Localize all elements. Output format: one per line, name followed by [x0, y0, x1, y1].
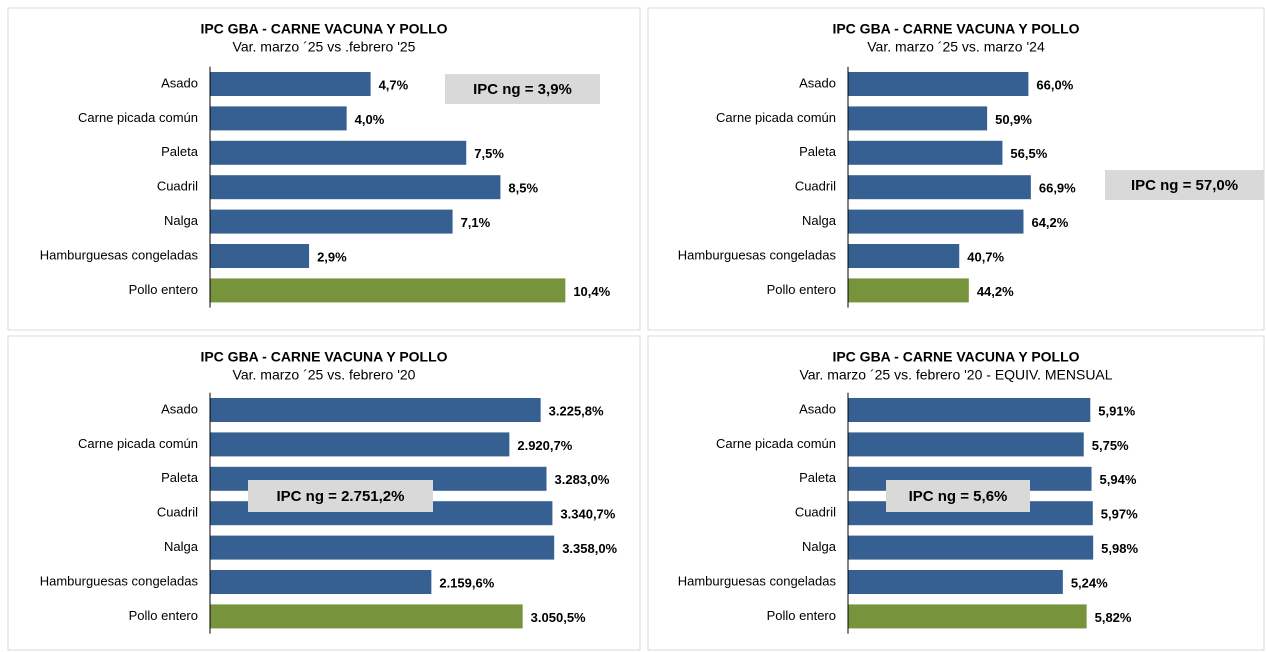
category-label: Carne picada común — [78, 436, 198, 451]
category-label: Hamburguesas congeladas — [678, 247, 837, 262]
chart-subtitle: Var. marzo ´25 vs. febrero '20 - EQUIV. … — [799, 367, 1112, 383]
bar — [210, 140, 467, 165]
category-label: Pollo entero — [767, 608, 836, 623]
bar — [848, 72, 1029, 96]
value-label: 40,7% — [967, 249, 1004, 264]
category-label: Nalga — [164, 213, 199, 228]
chart-title: IPC GBA - CARNE VACUNA Y POLLO — [200, 349, 447, 365]
category-label: Carne picada común — [716, 110, 836, 125]
value-label: 3.283,0% — [555, 472, 610, 487]
category-label: Paleta — [161, 470, 199, 485]
value-label: 3.050,5% — [531, 610, 586, 625]
value-label: 64,2% — [1031, 215, 1068, 230]
value-label: 2.159,6% — [439, 575, 494, 590]
value-label: 5,75% — [1092, 438, 1129, 453]
bar — [210, 570, 432, 594]
chart-title: IPC GBA - CARNE VACUNA Y POLLO — [200, 21, 447, 37]
category-label: Hamburguesas congeladas — [678, 573, 837, 588]
panel — [7, 7, 641, 331]
value-label: 5,82% — [1095, 610, 1132, 625]
value-label: 56,5% — [1010, 146, 1047, 161]
bar — [210, 72, 371, 96]
value-label: 5,97% — [1101, 507, 1138, 522]
value-label: 7,1% — [461, 215, 491, 230]
value-label: 4,7% — [379, 77, 409, 92]
annotation-box — [445, 74, 600, 104]
value-label: 2.920,7% — [517, 438, 572, 453]
bar — [848, 432, 1084, 457]
value-label: 3.225,8% — [549, 403, 604, 418]
category-label: Asado — [799, 401, 836, 416]
bar — [848, 570, 1063, 594]
category-label: Hamburguesas congeladas — [40, 247, 199, 262]
value-label: 66,9% — [1039, 181, 1076, 196]
value-label: 5,94% — [1100, 472, 1137, 487]
bar — [210, 209, 453, 234]
category-label: Pollo entero — [767, 282, 836, 297]
bar — [848, 175, 1031, 200]
bar — [848, 106, 988, 131]
annotation: IPC ng = 57,0% — [1131, 177, 1238, 194]
value-label: 5,24% — [1071, 575, 1108, 590]
chart-subtitle: Var. marzo ´25 vs. marzo '24 — [867, 39, 1045, 55]
value-label: 50,9% — [995, 112, 1032, 127]
value-label: 8,5% — [508, 181, 538, 196]
category-label: Paleta — [799, 144, 837, 159]
panel — [647, 7, 1265, 331]
category-label: Pollo entero — [129, 282, 198, 297]
bar — [210, 175, 501, 200]
value-label: 3.358,0% — [562, 541, 617, 556]
annotation-box — [1105, 170, 1264, 200]
category-label: Nalga — [802, 539, 837, 554]
category-label: Carne picada común — [78, 110, 198, 125]
category-label: Asado — [161, 401, 198, 416]
value-label: 5,91% — [1098, 403, 1135, 418]
value-label: 7,5% — [474, 146, 504, 161]
bar — [210, 106, 347, 131]
category-label: Cuadril — [157, 179, 198, 194]
bar — [210, 604, 523, 629]
bar — [210, 432, 510, 457]
category-label: Asado — [161, 75, 198, 90]
value-label: 4,0% — [355, 112, 385, 127]
bar — [848, 535, 1094, 560]
category-label: Nalga — [164, 539, 199, 554]
bar — [848, 140, 1003, 165]
category-label: Pollo entero — [129, 608, 198, 623]
value-label: 5,98% — [1101, 541, 1138, 556]
annotation: IPC ng = 3,9% — [473, 81, 572, 98]
category-label: Asado — [799, 75, 836, 90]
bar — [848, 244, 960, 268]
annotation-box — [886, 480, 1030, 512]
chart-title: IPC GBA - CARNE VACUNA Y POLLO — [832, 21, 1079, 37]
category-label: Hamburguesas congeladas — [40, 573, 199, 588]
bar — [210, 244, 310, 268]
bar — [848, 209, 1024, 234]
chart-subtitle: Var. marzo ´25 vs. febrero '20 — [233, 367, 416, 383]
value-label: 66,0% — [1036, 77, 1073, 92]
bar — [848, 604, 1087, 629]
category-label: Nalga — [802, 213, 837, 228]
bar — [848, 278, 969, 303]
bar — [210, 398, 541, 422]
category-label: Cuadril — [795, 179, 836, 194]
value-label: 2,9% — [317, 249, 347, 264]
value-label: 44,2% — [977, 284, 1014, 299]
chart-subtitle: Var. marzo ´25 vs .febrero '25 — [233, 39, 416, 55]
annotation: IPC ng = 2.751,2% — [277, 488, 405, 505]
annotation: IPC ng = 5,6% — [909, 488, 1008, 505]
chart-title: IPC GBA - CARNE VACUNA Y POLLO — [832, 349, 1079, 365]
category-label: Paleta — [161, 144, 199, 159]
category-label: Cuadril — [795, 505, 836, 520]
bar — [210, 278, 566, 303]
value-label: 3.340,7% — [560, 507, 615, 522]
annotation-box — [248, 480, 433, 512]
bar — [848, 398, 1091, 422]
category-label: Carne picada común — [716, 436, 836, 451]
bar — [210, 535, 555, 560]
category-label: Paleta — [799, 470, 837, 485]
value-label: 10,4% — [573, 284, 610, 299]
category-label: Cuadril — [157, 505, 198, 520]
